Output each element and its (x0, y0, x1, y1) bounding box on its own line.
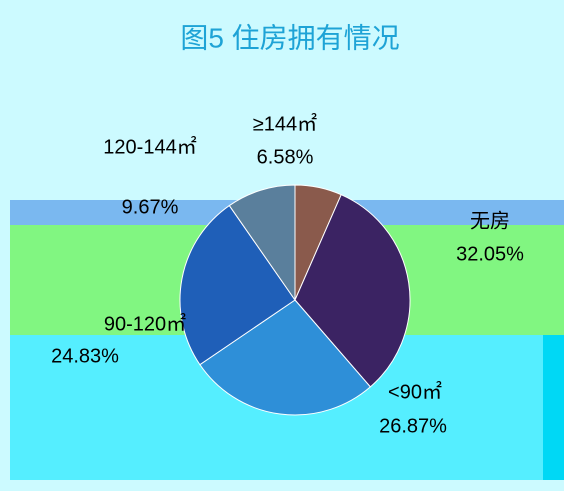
slice-value-label: 9.67% (122, 196, 179, 218)
chart-title: 图5 住房拥有情况 (180, 22, 399, 53)
slice-label: 90-120㎡ (104, 311, 186, 335)
glitch-band (543, 335, 564, 480)
slice-value-label: 24.83% (51, 345, 119, 367)
pie-slice (294, 194, 411, 388)
slice-value-label: 6.58% (257, 146, 314, 168)
slice-label: <90㎡ (388, 379, 442, 403)
slice-label: 120-144㎡ (103, 134, 196, 158)
slice-value-label: 26.87% (379, 415, 447, 437)
pie-slice (228, 184, 296, 302)
slice-label: 无房 (470, 209, 510, 232)
pie-slice (179, 204, 296, 366)
slice-label: ≥144㎡ (253, 111, 317, 135)
pie-slice (199, 299, 372, 416)
slice-value-label: 32.05% (456, 243, 524, 265)
